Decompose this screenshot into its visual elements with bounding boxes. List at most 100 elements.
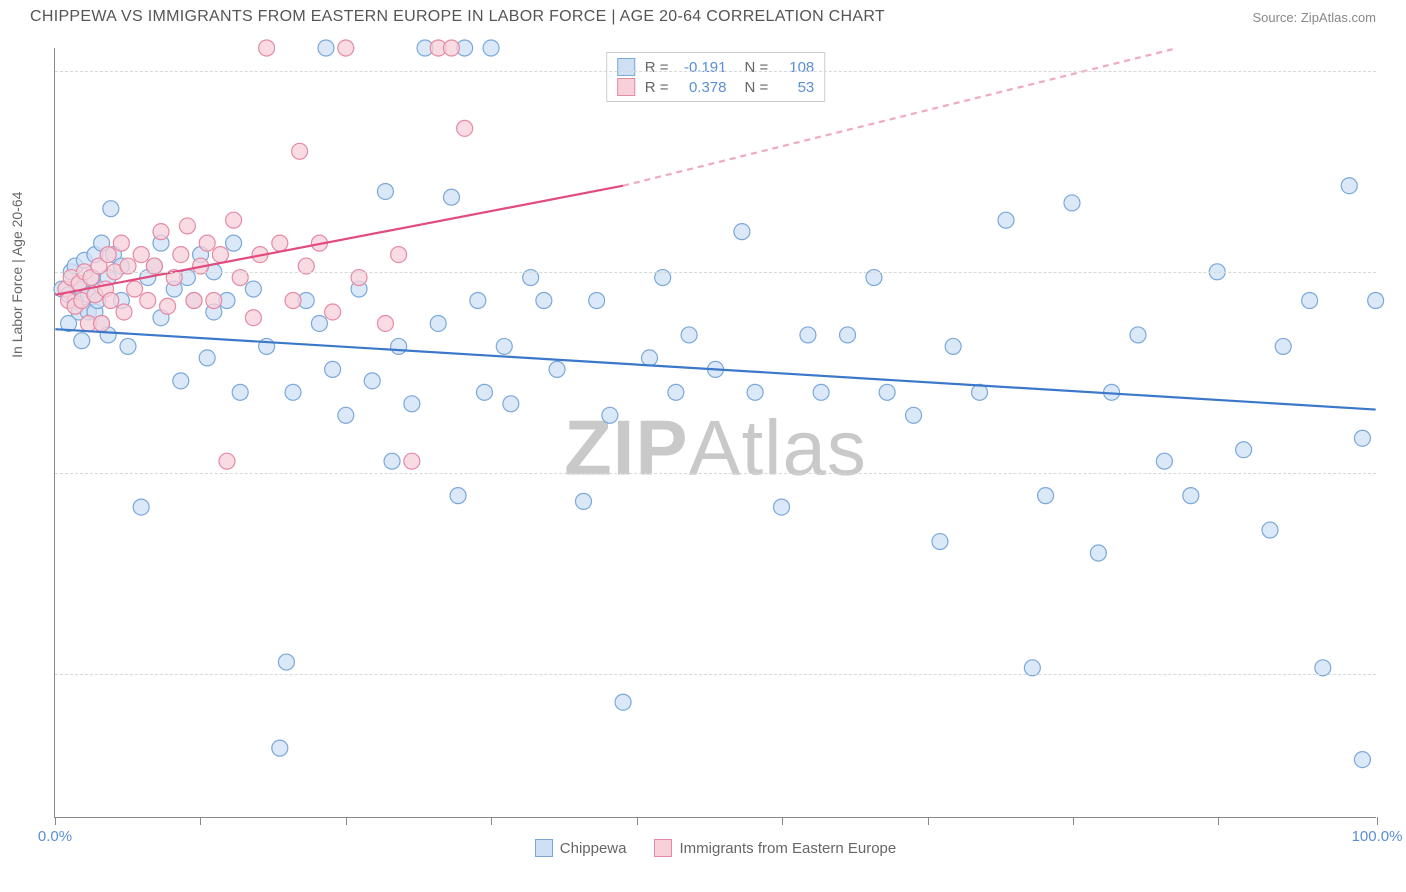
x-tick: [55, 817, 56, 825]
chippewa-point: [74, 333, 90, 349]
chippewa-point: [615, 694, 631, 710]
chippewa-point: [1183, 488, 1199, 504]
chippewa-point: [318, 40, 334, 56]
immigrants-point: [377, 315, 393, 331]
corr-r-value: 0.378: [679, 79, 727, 96]
correlation-row: R =-0.191N =108: [617, 57, 815, 77]
legend-label: Chippewa: [560, 840, 627, 857]
x-tick: [491, 817, 492, 825]
chippewa-point: [1275, 338, 1291, 354]
x-tick-label: 0.0%: [38, 828, 72, 845]
immigrants-point: [292, 143, 308, 159]
chippewa-point: [998, 212, 1014, 228]
chippewa-point: [602, 407, 618, 423]
x-tick: [928, 817, 929, 825]
chippewa-point: [496, 338, 512, 354]
trend-line: [55, 329, 1375, 409]
legend-item: Chippewa: [535, 839, 627, 857]
x-tick: [1218, 817, 1219, 825]
x-tick: [346, 817, 347, 825]
immigrants-point: [113, 235, 129, 251]
chippewa-point: [325, 361, 341, 377]
chippewa-point: [232, 384, 248, 400]
chippewa-point: [668, 384, 684, 400]
chippewa-point: [879, 384, 895, 400]
chippewa-point: [1368, 293, 1384, 309]
immigrants-point: [173, 247, 189, 263]
chippewa-point: [840, 327, 856, 343]
immigrants-point: [179, 218, 195, 234]
legend-swatch: [535, 839, 553, 857]
immigrants-point: [100, 247, 116, 263]
correlation-row: R =0.378N =53: [617, 77, 815, 97]
chippewa-point: [1302, 293, 1318, 309]
correlation-box: R =-0.191N =108R =0.378N =53: [606, 52, 826, 102]
gridline: [55, 473, 1376, 474]
immigrants-point: [245, 310, 261, 326]
corr-n-value: 108: [778, 59, 814, 76]
chippewa-point: [813, 384, 829, 400]
chippewa-point: [483, 40, 499, 56]
chippewa-point: [311, 315, 327, 331]
chart-title: CHIPPEWA VS IMMIGRANTS FROM EASTERN EURO…: [30, 8, 885, 26]
immigrants-point: [127, 281, 143, 297]
scatter-plot: [55, 48, 1376, 817]
chippewa-point: [774, 499, 790, 515]
immigrants-point: [259, 40, 275, 56]
immigrants-point: [94, 315, 110, 331]
chippewa-point: [1354, 430, 1370, 446]
chippewa-point: [377, 183, 393, 199]
immigrants-point: [219, 453, 235, 469]
x-tick: [1377, 817, 1378, 825]
chippewa-point: [364, 373, 380, 389]
chippewa-point: [1262, 522, 1278, 538]
chippewa-point: [450, 488, 466, 504]
chippewa-point: [747, 384, 763, 400]
chippewa-point: [575, 493, 591, 509]
x-tick: [200, 817, 201, 825]
legend-label: Immigrants from Eastern Europe: [679, 840, 896, 857]
chippewa-point: [1354, 752, 1370, 768]
chippewa-point: [589, 293, 605, 309]
legend: Chippewa Immigrants from Eastern Europe: [55, 839, 1376, 857]
immigrants-point: [133, 247, 149, 263]
gridline: [55, 272, 1376, 273]
immigrants-point: [140, 293, 156, 309]
corr-n-label: N =: [745, 79, 769, 96]
immigrants-point: [160, 298, 176, 314]
corr-swatch: [617, 78, 635, 96]
immigrants-point: [272, 235, 288, 251]
chippewa-point: [1090, 545, 1106, 561]
chippewa-point: [226, 235, 242, 251]
chippewa-point: [391, 338, 407, 354]
chippewa-point: [103, 201, 119, 217]
chippewa-point: [245, 281, 261, 297]
y-tick-label: 82.5%: [1386, 264, 1406, 281]
chippewa-point: [430, 315, 446, 331]
y-tick-label: 65.0%: [1386, 465, 1406, 482]
immigrants-point: [153, 224, 169, 240]
chippewa-point: [1038, 488, 1054, 504]
immigrants-point: [103, 293, 119, 309]
y-axis-label: In Labor Force | Age 20-64: [9, 191, 25, 357]
x-tick: [1073, 817, 1074, 825]
immigrants-point: [443, 40, 459, 56]
gridline: [55, 71, 1376, 72]
chippewa-point: [199, 350, 215, 366]
chippewa-point: [476, 384, 492, 400]
immigrants-point: [206, 293, 222, 309]
immigrants-point: [285, 293, 301, 309]
chippewa-point: [404, 396, 420, 412]
chippewa-point: [133, 499, 149, 515]
legend-swatch: [654, 839, 672, 857]
y-tick-label: 100.0%: [1386, 62, 1406, 79]
chippewa-point: [338, 407, 354, 423]
x-tick-label: 100.0%: [1352, 828, 1403, 845]
chippewa-point: [800, 327, 816, 343]
immigrants-point: [116, 304, 132, 320]
title-bar: CHIPPEWA VS IMMIGRANTS FROM EASTERN EURO…: [0, 0, 1406, 30]
chippewa-point: [1130, 327, 1146, 343]
immigrants-point: [325, 304, 341, 320]
chippewa-point: [932, 534, 948, 550]
chippewa-point: [641, 350, 657, 366]
